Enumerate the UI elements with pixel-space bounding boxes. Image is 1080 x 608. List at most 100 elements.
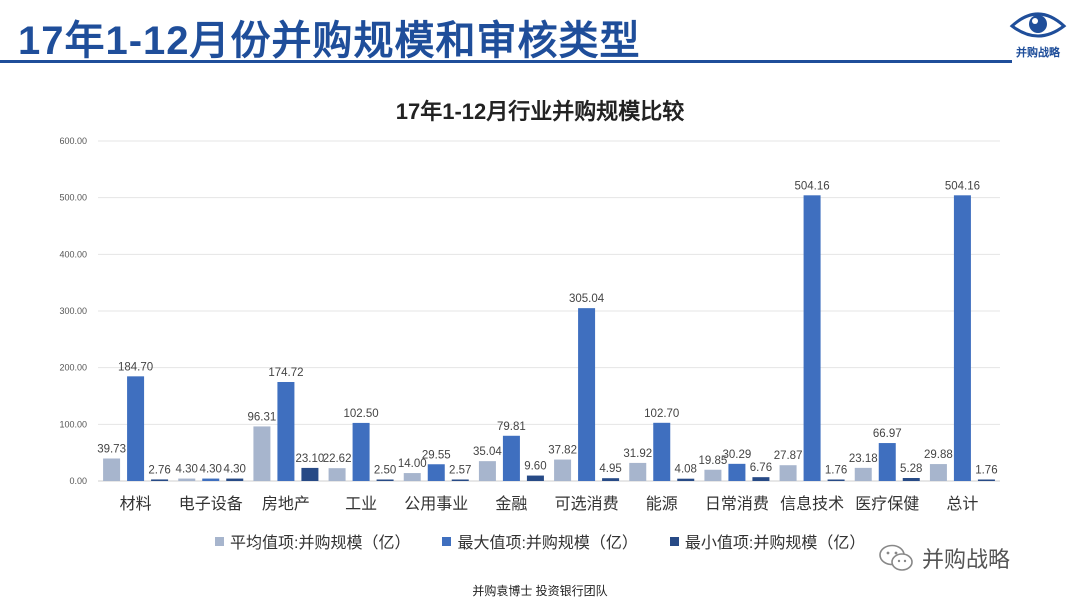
bar	[827, 479, 845, 481]
bar	[803, 195, 821, 481]
bar-chart: 0.00 100.00 200.00 300.00 400.00 500.00 600.00…	[59, 136, 1000, 513]
bar	[403, 473, 421, 481]
bar	[677, 478, 695, 481]
bar	[779, 465, 797, 481]
data-label: 102.70	[644, 408, 679, 420]
x-tick-label: 信息技术	[780, 495, 844, 513]
bar	[427, 464, 445, 481]
data-label: 305.04	[569, 293, 605, 305]
data-label: 504.16	[794, 180, 829, 192]
bar	[301, 467, 319, 481]
data-label: 23.18	[849, 453, 878, 465]
data-label: 39.73	[97, 443, 126, 455]
data-label: 2.57	[449, 465, 471, 477]
bar	[629, 462, 647, 481]
bar	[554, 459, 572, 481]
watermark-text: 并购战略	[922, 547, 1011, 572]
bar	[752, 477, 770, 481]
data-label: 102.50	[343, 408, 378, 420]
data-label: 504.16	[945, 180, 980, 192]
data-label: 1.76	[825, 465, 847, 477]
data-label: 2.76	[148, 464, 170, 476]
data-label: 5.28	[900, 463, 922, 475]
data-label: 184.70	[118, 361, 153, 373]
data-label: 4.95	[599, 463, 621, 475]
page-title: 17年1-12月份并购规模和审核类型	[18, 19, 641, 63]
data-label: 29.88	[924, 449, 953, 461]
header-divider	[0, 60, 1012, 63]
x-tick-label: 可选消费	[555, 495, 619, 513]
bar	[653, 422, 671, 481]
legend-label-min: 最小值项:并购规模（亿）	[684, 535, 866, 552]
x-tick-label: 日常消费	[705, 495, 769, 513]
y-tick-label: 200.00	[59, 363, 87, 373]
x-tick-label: 材料	[120, 495, 152, 513]
bar	[277, 381, 295, 481]
bar	[376, 479, 394, 481]
watermark: 并购战略	[878, 542, 1010, 574]
data-label: 35.04	[473, 446, 502, 458]
x-tick-label: 房地产	[262, 495, 310, 513]
brand-logo: 并购战略	[1006, 4, 1070, 64]
bar	[854, 467, 872, 481]
legend-item-avg: 平均值项:并购规模（亿）	[215, 530, 410, 552]
bar	[178, 478, 196, 481]
bar	[103, 458, 121, 481]
chart-legend: 平均值项:并购规模（亿） 最大值项:并购规模（亿） 最小值项:并购规模（亿）	[215, 530, 865, 552]
data-label: 31.92	[623, 448, 652, 460]
bar	[929, 464, 947, 481]
bar	[253, 426, 271, 481]
x-tick-label: 公用事业	[404, 495, 468, 513]
y-tick-label: 0.00	[69, 476, 87, 486]
data-label: 30.29	[723, 449, 752, 461]
bar	[728, 463, 746, 481]
data-label: 22.62	[323, 453, 352, 465]
data-label: 4.30	[200, 464, 222, 476]
x-tick-label: 能源	[646, 495, 678, 513]
data-label: 4.30	[224, 464, 246, 476]
legend-swatch-min	[669, 536, 679, 546]
data-label: 4.08	[675, 464, 697, 476]
bar	[704, 469, 722, 481]
x-tick-label: 总计	[946, 495, 978, 513]
y-tick-label: 100.00	[59, 419, 87, 429]
legend-item-min: 最小值项:并购规模（亿）	[669, 530, 866, 552]
data-label: 1.76	[975, 465, 997, 477]
bar	[151, 479, 169, 481]
data-label: 19.85	[699, 455, 728, 467]
x-tick-label: 电子设备	[179, 495, 243, 513]
bar	[526, 475, 544, 481]
chart-title: 17年1-12月行业并购规模比较	[395, 99, 685, 124]
bar	[202, 478, 220, 481]
data-label: 4.30	[176, 464, 198, 476]
legend-swatch-max	[442, 536, 452, 546]
bar	[953, 195, 971, 481]
bar	[902, 478, 920, 481]
y-tick-label: 600.00	[59, 136, 87, 146]
bar	[578, 308, 596, 481]
footer-credit: 并购袁博士 投资银行团队	[472, 584, 608, 598]
eye-icon	[1009, 12, 1067, 38]
data-label: 174.72	[268, 367, 303, 379]
data-label: 66.97	[873, 428, 902, 440]
x-tick-label: 金融	[495, 495, 527, 513]
bar	[328, 468, 346, 481]
bar	[352, 422, 370, 481]
bar	[226, 478, 244, 481]
bar	[878, 443, 896, 481]
data-label: 29.55	[422, 449, 451, 461]
legend-label-max: 最大值项:并购规模（亿）	[457, 535, 638, 552]
data-label: 23.10	[296, 453, 325, 465]
legend-item-max: 最大值项:并购规模（亿）	[442, 530, 638, 552]
bar	[451, 479, 469, 481]
x-tick-label: 医疗保健	[855, 495, 919, 513]
data-label: 2.50	[374, 465, 396, 477]
header: 17年1-12月份并购规模和审核类型 并购战略	[0, 0, 1080, 70]
data-label: 6.76	[750, 462, 772, 474]
x-tick-label: 工业	[345, 495, 377, 513]
y-tick-label: 500.00	[59, 193, 87, 203]
data-label: 14.00	[398, 458, 427, 470]
data-label: 96.31	[248, 411, 277, 423]
legend-label-avg: 平均值项:并购规模（亿）	[230, 535, 411, 552]
data-label: 37.82	[548, 445, 577, 457]
